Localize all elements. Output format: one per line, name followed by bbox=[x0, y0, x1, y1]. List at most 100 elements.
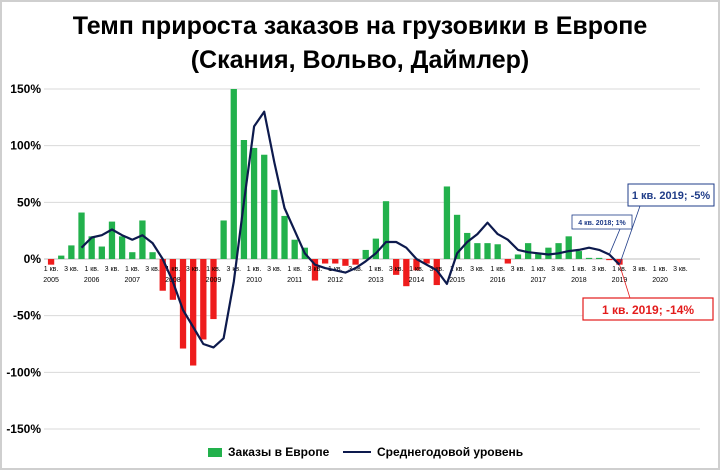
bar bbox=[545, 247, 552, 259]
x-tick-label: 1 кв. bbox=[653, 266, 668, 273]
x-year-label: 2020 bbox=[652, 277, 668, 284]
annotation-box-small bbox=[571, 214, 633, 230]
bar bbox=[281, 215, 288, 259]
bar bbox=[453, 214, 461, 259]
x-year-label: 2007 bbox=[124, 277, 140, 284]
bar bbox=[47, 259, 55, 265]
x-tick-label: 3 кв. bbox=[308, 266, 323, 273]
x-tick-label: 3 кв. bbox=[348, 266, 363, 273]
x-tick-label: 1 кв. bbox=[531, 266, 546, 273]
bar bbox=[616, 259, 623, 265]
bar bbox=[179, 259, 187, 349]
y-tick-label: 150% bbox=[10, 82, 41, 96]
annotation-leader-blue bbox=[619, 205, 641, 265]
bar bbox=[362, 249, 369, 259]
bar bbox=[575, 251, 583, 259]
bar bbox=[291, 239, 298, 259]
x-tick-label: 3 кв. bbox=[470, 266, 485, 273]
bar bbox=[596, 257, 603, 259]
x-year-label: 2016 bbox=[490, 277, 506, 284]
legend-label-average: Среднегодовой уровень bbox=[377, 445, 524, 459]
bar bbox=[332, 259, 339, 264]
bar bbox=[321, 259, 329, 264]
bar bbox=[393, 259, 400, 275]
bar bbox=[108, 221, 116, 259]
bar bbox=[159, 259, 166, 291]
annotation-label-blue: 1 кв. 2019; -5% bbox=[632, 190, 711, 202]
bar bbox=[118, 236, 126, 259]
x-tick-label: 1 кв. bbox=[206, 266, 221, 273]
legend-item-orders: Заказы в Европе bbox=[208, 445, 329, 459]
x-tick-label: 3 кв. bbox=[673, 266, 688, 273]
bar bbox=[149, 252, 156, 259]
bar bbox=[200, 259, 207, 340]
x-year-label: 2014 bbox=[409, 277, 425, 284]
x-tick-label: 1 кв. bbox=[369, 266, 384, 273]
bar bbox=[504, 259, 511, 264]
x-tick-label: 3 кв. bbox=[551, 266, 566, 273]
x-tick-label: 1 кв. bbox=[572, 266, 587, 273]
x-tick-label: 3 кв. bbox=[632, 266, 647, 273]
x-year-label: 2017 bbox=[530, 277, 546, 284]
x-year-label: 2005 bbox=[43, 277, 59, 284]
bar bbox=[139, 220, 146, 259]
bar bbox=[606, 259, 613, 261]
bar bbox=[98, 246, 105, 259]
bar bbox=[311, 259, 319, 281]
bar bbox=[474, 243, 481, 259]
x-year-label: 2012 bbox=[327, 277, 343, 284]
bar bbox=[190, 259, 197, 366]
chart-title-line-1: Темп прироста заказов на грузовики в Евр… bbox=[72, 12, 648, 40]
series-line-average bbox=[80, 110, 621, 349]
annotation-label-red: 1 кв. 2019; -14% bbox=[602, 303, 694, 317]
x-tick-label: 1 кв. bbox=[490, 266, 505, 273]
x-tick-label: 3 кв. bbox=[64, 266, 79, 273]
bar bbox=[342, 259, 349, 266]
x-tick-label: 3 кв. bbox=[186, 266, 201, 273]
y-tick-label: -50% bbox=[13, 309, 41, 323]
annotation-leader-small bbox=[608, 228, 621, 255]
bar bbox=[271, 189, 278, 259]
chart-legend: Заказы в Европе Среднегодовой уровень bbox=[0, 445, 720, 461]
bar bbox=[443, 186, 451, 259]
chart-title-line-2: (Скания, Вольво, Даймлер) bbox=[190, 46, 530, 74]
x-year-label: 2009 bbox=[206, 277, 222, 284]
x-tick-label: 1 кв. bbox=[247, 266, 262, 273]
x-tick-label: 3 кв. bbox=[267, 266, 282, 273]
bar bbox=[78, 212, 85, 259]
x-year-label: 2010 bbox=[246, 277, 262, 284]
bar bbox=[352, 259, 359, 265]
bar bbox=[403, 259, 410, 287]
bar bbox=[230, 89, 237, 259]
x-tick-label: 1 кв. bbox=[612, 266, 627, 273]
x-year-label: 2018 bbox=[571, 277, 587, 284]
bar bbox=[88, 236, 95, 259]
y-tick-label: 50% bbox=[17, 195, 41, 209]
y-tick-label: 0% bbox=[24, 252, 42, 266]
bar bbox=[535, 253, 542, 259]
bar bbox=[261, 154, 268, 259]
x-tick-label: 1 кв. bbox=[166, 266, 181, 273]
x-year-label: 2019 bbox=[612, 277, 628, 284]
bar bbox=[250, 147, 258, 259]
y-tick-label: -100% bbox=[6, 365, 41, 379]
bar bbox=[585, 257, 593, 259]
annotation-box-blue bbox=[627, 183, 715, 207]
x-tick-label: 1 кв. bbox=[44, 266, 59, 273]
bar bbox=[372, 238, 380, 259]
bar bbox=[494, 244, 501, 259]
x-tick-label: 3 кв. bbox=[105, 266, 120, 273]
bar bbox=[58, 255, 65, 259]
bar bbox=[464, 232, 471, 259]
legend-swatch-bar bbox=[208, 447, 222, 457]
bar bbox=[129, 252, 136, 259]
x-year-label: 2013 bbox=[368, 277, 384, 284]
legend-label-orders: Заказы в Европе bbox=[228, 445, 330, 459]
x-year-label: 2015 bbox=[449, 277, 465, 284]
bar bbox=[210, 259, 217, 320]
bar bbox=[555, 243, 562, 259]
annotation-leader-red bbox=[619, 264, 631, 299]
legend-swatch-line bbox=[343, 451, 371, 453]
x-tick-label: 3 кв. bbox=[511, 266, 526, 273]
